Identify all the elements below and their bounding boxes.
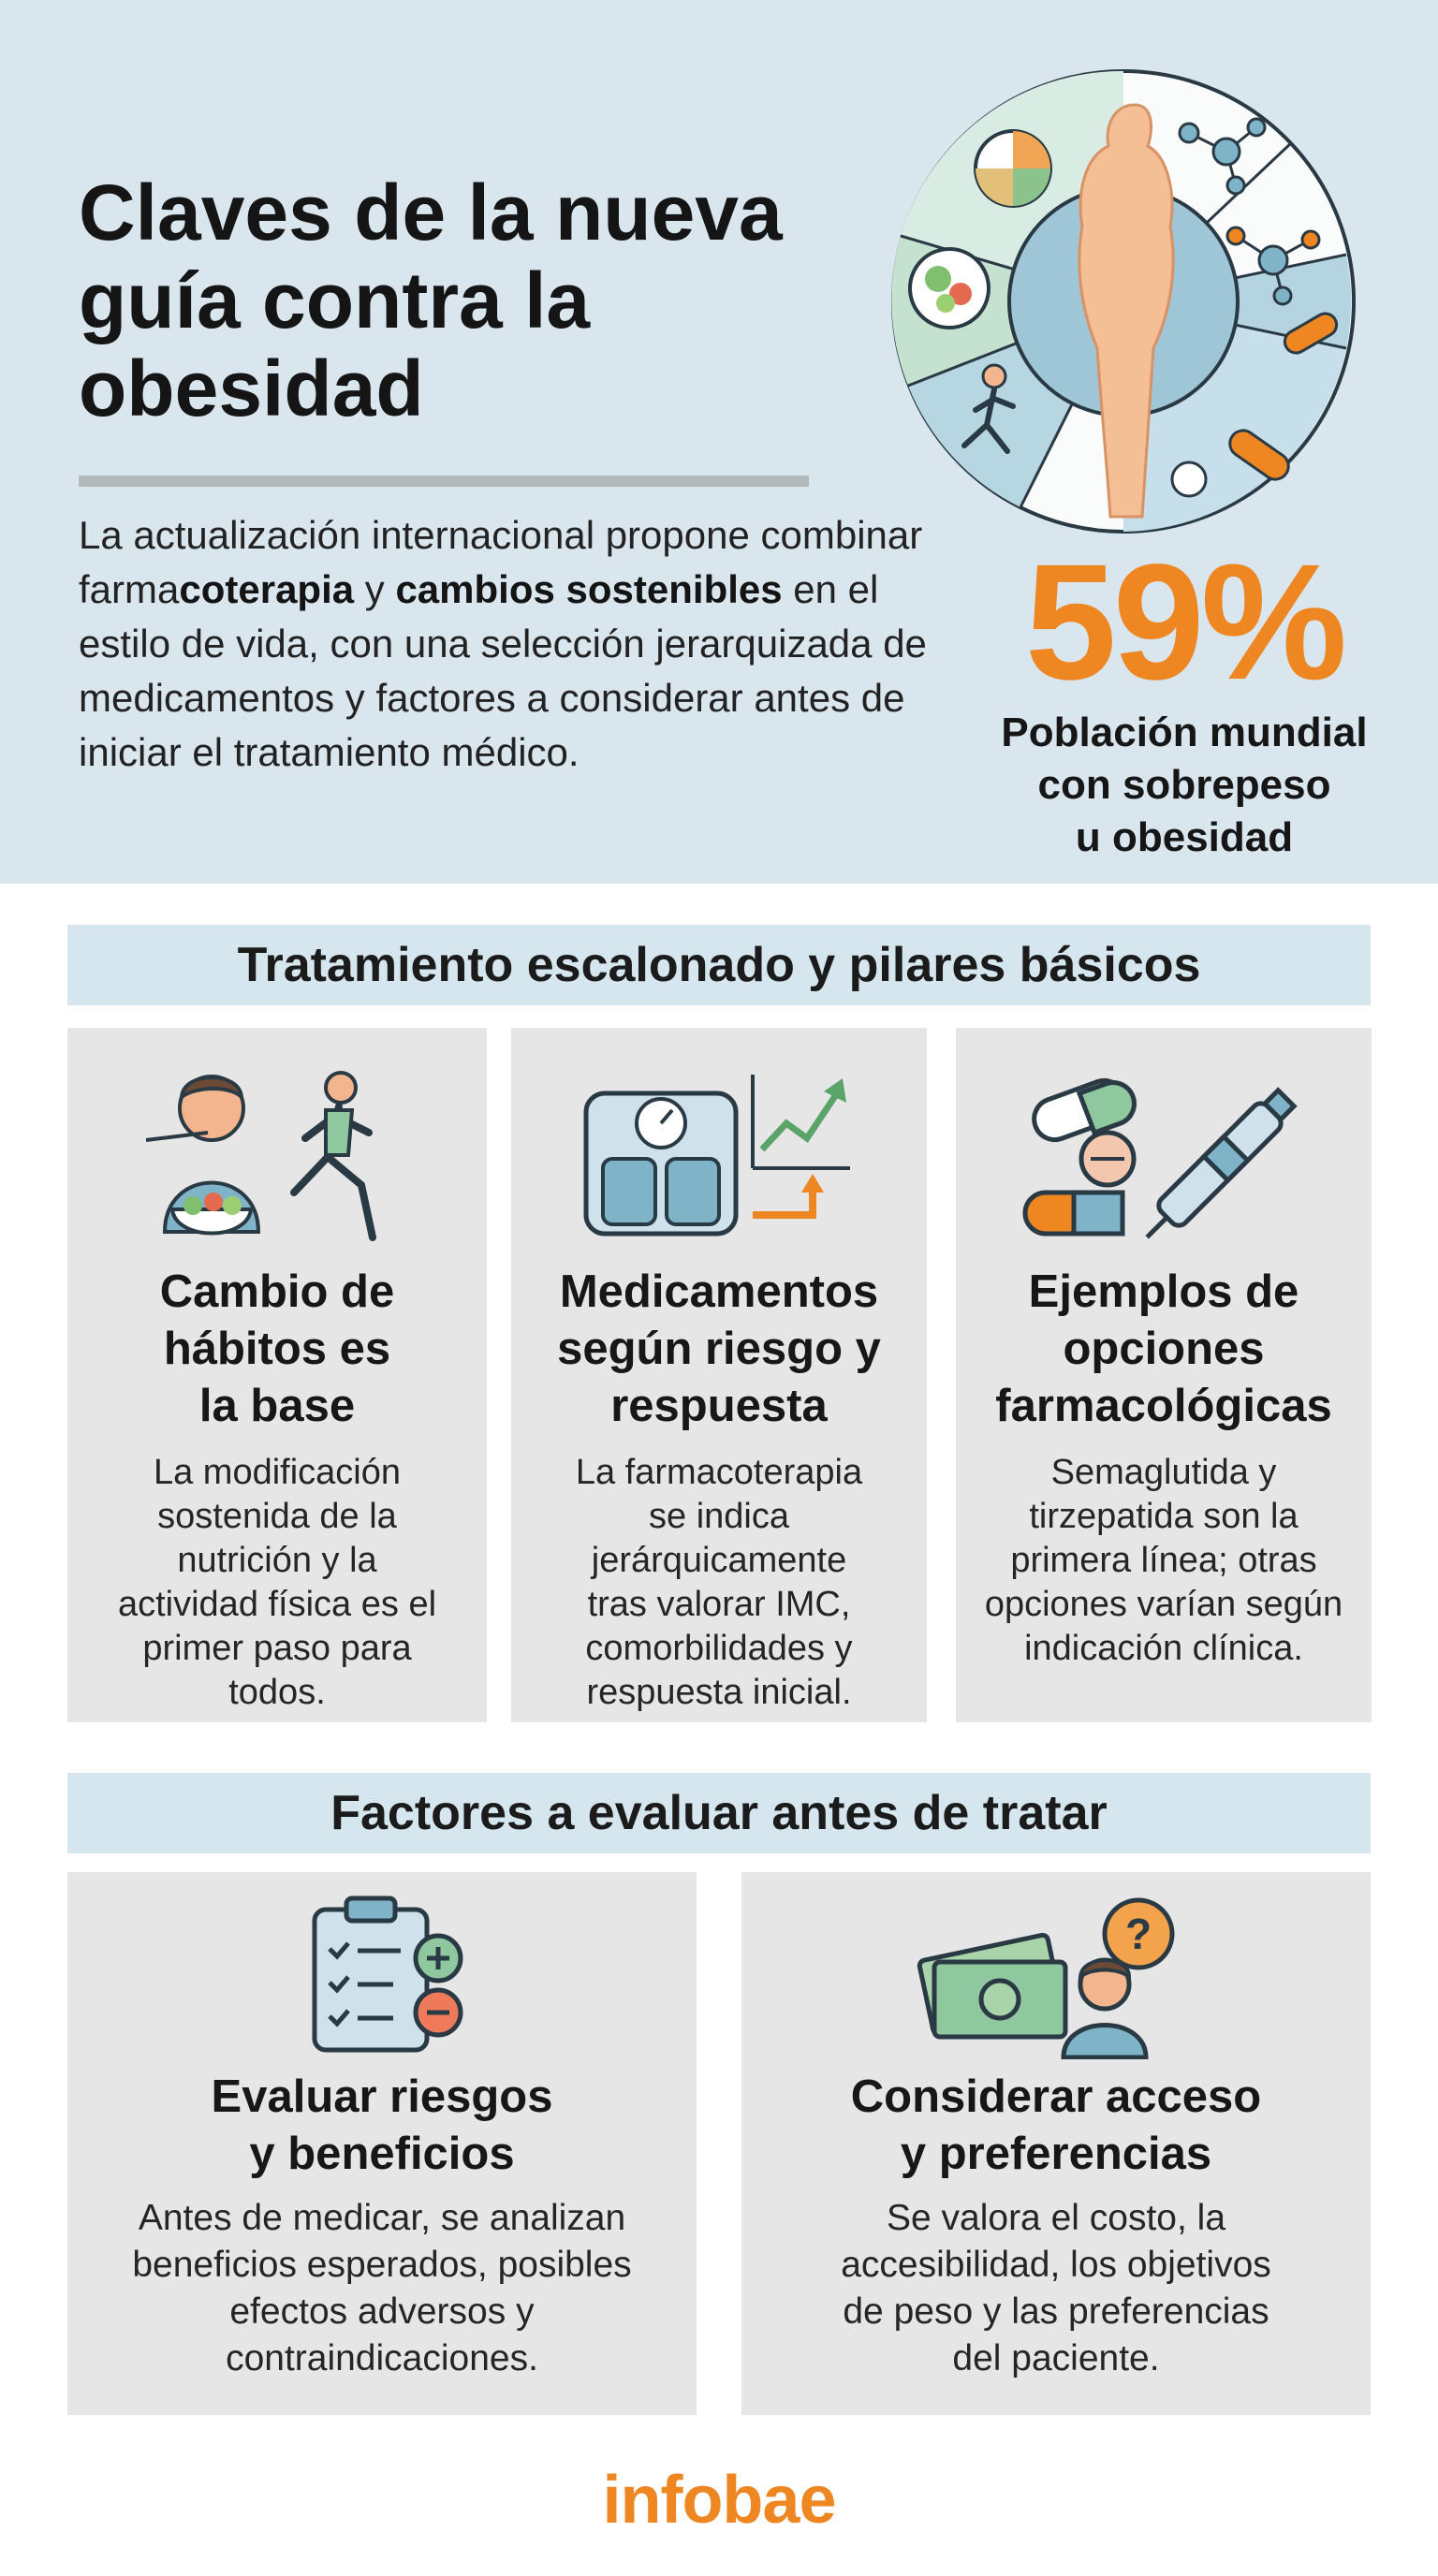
card-title: Cambio de hábitos es la base (77, 1264, 477, 1435)
card-text-line: se indica (649, 1497, 789, 1536)
card-title: Ejemplos de opciones farmacológicas (965, 1264, 1362, 1435)
card-text-line: de peso y las preferencias (843, 2291, 1269, 2332)
stat-caption-line: u obesidad (1075, 814, 1294, 860)
card-title: Medicamentos según riesgo y respuesta (521, 1264, 917, 1435)
pills-and-injection-pen-icon (956, 1061, 1372, 1249)
card-text-line: nutrición y la (177, 1541, 377, 1580)
card-title-line: Cambio de (159, 1266, 395, 1317)
card-medications: Medicamentos según riesgo y respuesta La… (511, 1028, 927, 1722)
stat-caption-line: con sobrepeso (1037, 762, 1331, 808)
scale-and-growth-chart-icon (511, 1056, 927, 1252)
card-description: La modificación sostenida de la nutrició… (90, 1451, 464, 1715)
section-heading-factors: Factores a evaluar antes de tratar (67, 1773, 1371, 1853)
intro-text: y (354, 567, 396, 611)
card-risks-benefits: Evaluar riesgos y beneficios Antes de me… (67, 1872, 697, 2415)
card-text-line: Semaglutida y (1050, 1453, 1277, 1492)
card-text-line: primera línea; otras (1010, 1541, 1317, 1580)
card-description: La farmacoterapia se indica jerárquicame… (534, 1451, 904, 1715)
card-title-line: la base (198, 1381, 356, 1431)
svg-text:?: ? (1125, 1910, 1152, 1958)
brand-logo: infobae (602, 2463, 836, 2538)
card-text-line: todos. (228, 1673, 326, 1712)
clipboard-plus-minus-icon (67, 1891, 697, 2059)
title-divider (79, 476, 809, 487)
card-text-line: contraindicaciones. (226, 2338, 538, 2378)
card-title-line: según riesgo y (557, 1324, 881, 1374)
card-description: Semaglutida y tirzepatida son la primera… (978, 1451, 1349, 1671)
intro-text: en el estilo de vida, con una selección … (79, 567, 927, 774)
card-pharmacological-options: Ejemplos de opciones farmacológicas Sema… (956, 1028, 1372, 1722)
card-title-line: Ejemplos de (1028, 1266, 1299, 1317)
card-title-line: y preferencias (900, 2129, 1212, 2179)
card-text-line: jerárquicamente (591, 1541, 847, 1580)
card-access-preferences: ? Considerar acceso y preferencias Se va… (741, 1872, 1371, 2415)
card-title: Considerar acceso y preferencias (751, 2069, 1361, 2183)
card-text-line: efectos adversos y (229, 2291, 535, 2332)
card-text-line: Se valora el costo, la (886, 2198, 1226, 2238)
section-heading-treatment: Tratamiento escalonado y pilares básicos (67, 925, 1371, 1005)
healthy-eating-and-running-icon (67, 1054, 487, 1260)
card-text-line: tras valorar IMC, (587, 1585, 851, 1624)
page-title: Claves de la nueva guía contra la obesid… (79, 168, 783, 432)
stat-caption-line: Población mundial (1001, 710, 1368, 755)
intro-paragraph: La actualización internacional propone c… (79, 508, 949, 780)
stat-percentage: 59% (1024, 531, 1347, 714)
card-text-line: tirzepatida son la (1029, 1497, 1299, 1536)
card-title-line: y beneficios (249, 2129, 515, 2179)
card-title-line: opciones (1063, 1324, 1265, 1374)
card-habits: Cambio de hábitos es la base La modifica… (67, 1028, 487, 1722)
card-description: Se valora el costo, la accesibilidad, lo… (764, 2195, 1348, 2382)
card-text-line: La farmacoterapia (575, 1453, 863, 1492)
card-title-line: respuesta (610, 1381, 828, 1431)
card-text-line: respuesta inicial. (586, 1673, 852, 1712)
card-text-line: opciones varían según (984, 1585, 1343, 1624)
card-text-line: La modificación (153, 1453, 402, 1492)
card-text-line: indicación clínica. (1024, 1629, 1303, 1668)
card-title-line: Evaluar riesgos (211, 2071, 553, 2122)
money-and-question-person-icon: ? (741, 1891, 1371, 2059)
card-title-line: Medicamentos (559, 1266, 879, 1317)
card-description: Antes de medicar, se analizan beneficios… (90, 2195, 674, 2382)
card-title-line: Considerar acceso (850, 2071, 1262, 2122)
card-title-line: farmacológicas (995, 1381, 1332, 1431)
card-text-line: primer paso para (142, 1629, 412, 1668)
card-text-line: sostenida de la (157, 1497, 397, 1536)
card-text-line: beneficios esperados, posibles (132, 2245, 632, 2285)
card-text-line: comorbilidades y (585, 1629, 853, 1668)
hero-section: Claves de la nueva guía contra la obesid… (0, 0, 1438, 884)
intro-emphasis: coterapia (179, 567, 355, 611)
stat-caption: Población mundial con sobrepeso u obesid… (964, 707, 1404, 864)
intro-emphasis: cambios sostenibles (395, 567, 783, 611)
obesity-wheel-illustration (891, 69, 1356, 534)
card-title-line: hábitos es (163, 1324, 391, 1374)
card-text-line: accesibilidad, los objetivos (841, 2245, 1271, 2285)
card-text-line: Antes de medicar, se analizan (138, 2198, 626, 2238)
intro-text: La actualización internacional propone c… (79, 513, 923, 611)
card-text-line: del paciente. (952, 2338, 1160, 2378)
card-text-line: actividad física es el (117, 1585, 437, 1624)
card-title: Evaluar riesgos y beneficios (77, 2069, 687, 2183)
